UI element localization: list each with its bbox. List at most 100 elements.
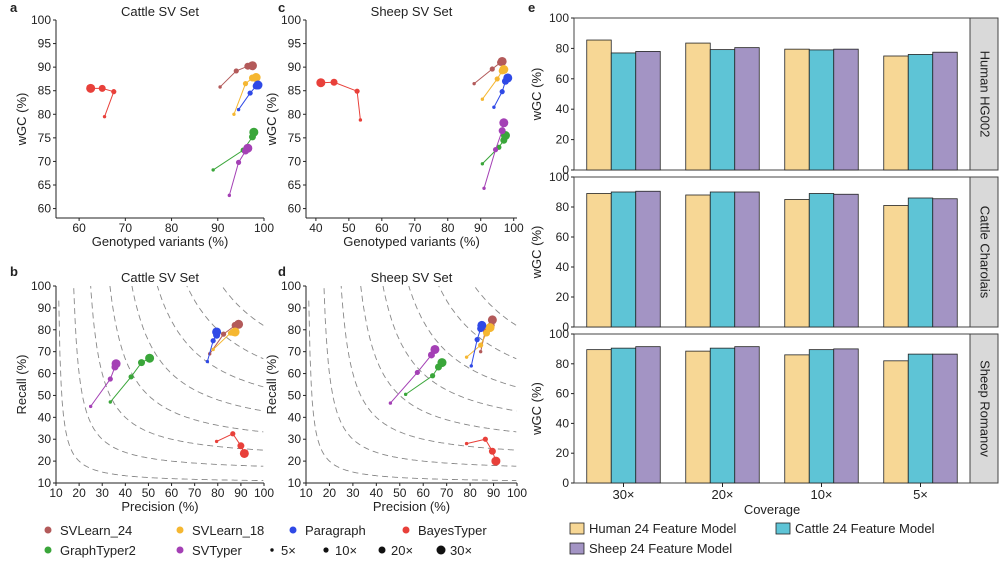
legend-marker [176, 526, 184, 534]
legend-label: SVLearn_18 [192, 523, 264, 538]
y-axis-title: Recall (%) [14, 355, 29, 415]
chart-title: Cattle SV Set [121, 270, 199, 285]
y-tick-label: 60 [556, 72, 570, 86]
y-tick-label: 0 [562, 163, 569, 177]
data-point [211, 168, 215, 172]
legend-size-marker [436, 545, 446, 555]
legend-marker [44, 526, 52, 534]
x-tick-label: 10× [810, 487, 832, 502]
legend-size-label: 20× [391, 543, 413, 558]
data-point [480, 162, 485, 166]
x-tick-label: 100 [507, 486, 527, 500]
y-tick-label: 50 [38, 388, 52, 402]
data-point [211, 347, 215, 352]
legend-swatch [775, 522, 791, 535]
y-tick-label: 40 [556, 416, 570, 430]
bar [734, 47, 760, 171]
x-axis-title: Genotyped variants (%) [343, 234, 480, 249]
data-point [354, 88, 360, 94]
y-tick-label: 65 [38, 178, 52, 192]
bar [932, 198, 958, 328]
data-point [403, 392, 408, 397]
y-tick-label: 85 [288, 84, 302, 98]
f1-iso-curve [58, 300, 264, 482]
y-tick-label: 70 [288, 345, 302, 359]
facet-label: Sheep Romanov [978, 360, 993, 457]
bar [734, 346, 760, 484]
legend-label: Cattle 24 Feature Model [795, 521, 935, 536]
y-tick-label: 90 [38, 60, 52, 74]
data-point [498, 127, 506, 135]
data-point [108, 400, 113, 404]
series-line [466, 438, 497, 462]
data-point [464, 441, 469, 446]
x-axis-title: Precision (%) [121, 499, 198, 514]
y-axis-title: wGC (%) [529, 226, 544, 280]
x-tick-label: 10 [299, 486, 313, 500]
data-point [212, 327, 222, 337]
data-point [430, 373, 436, 379]
facet-strip [969, 333, 999, 484]
legend-label: Paragraph [305, 523, 366, 538]
data-point [220, 331, 227, 337]
y-tick-label: 100 [31, 13, 51, 27]
bar [635, 346, 661, 484]
y-tick-label: 20 [556, 290, 570, 304]
data-point [234, 319, 244, 329]
data-point [230, 431, 236, 437]
x-tick-label: 40 [119, 486, 133, 500]
data-point [469, 364, 473, 368]
x-tick-label: 60 [72, 221, 86, 235]
data-point [414, 369, 420, 376]
data-point [494, 76, 500, 82]
data-point [489, 66, 495, 72]
legend-label: SVLearn_24 [60, 523, 132, 538]
x-tick-label: 80 [463, 486, 477, 500]
bar [685, 194, 711, 328]
facet: Cattle Charolais 0 20 40 60 80 100 wGC (%) [529, 170, 999, 334]
y-tick-label: 100 [281, 13, 301, 27]
data-point [205, 359, 210, 364]
data-point [128, 374, 134, 380]
facet-label: Cattle Charolais [978, 206, 993, 299]
data-point [316, 78, 326, 88]
data-point [478, 349, 483, 354]
data-point [247, 61, 257, 71]
y-tick-label: 100 [549, 327, 569, 341]
legend-swatch [569, 542, 585, 555]
x-tick-label: 10 [49, 486, 63, 500]
y-tick-label: 40 [556, 102, 570, 116]
y-tick-label: 0 [562, 476, 569, 490]
x-tick-label: 70 [119, 221, 133, 235]
legend-label: SVTyper [192, 543, 243, 558]
bar [808, 49, 835, 171]
y-tick-label: 80 [288, 107, 302, 121]
bar [932, 353, 958, 484]
bar [635, 190, 661, 328]
data-point [235, 159, 242, 165]
y-tick-label: 70 [38, 345, 52, 359]
panel-d: 10 20 30 40 50 60 70 80 90 100 10 20 30 40 50 60 70 80 90 1… [264, 270, 527, 514]
y-tick-label: 60 [38, 202, 52, 216]
bar [709, 347, 736, 484]
panel-letter: b [10, 264, 18, 279]
panel-letter: d [278, 264, 286, 279]
data-point [503, 73, 513, 83]
data-point [88, 404, 93, 409]
y-tick-label: 100 [31, 279, 51, 293]
bar [709, 49, 736, 171]
y-tick-label: 20 [556, 133, 570, 147]
bar [907, 54, 934, 171]
data-point [487, 315, 497, 325]
y-tick-label: 70 [38, 154, 52, 168]
bar [610, 52, 637, 171]
x-tick-label: 70 [440, 486, 454, 500]
y-axis-title: Recall (%) [264, 355, 279, 415]
legend-marker [402, 526, 410, 534]
data-point [230, 327, 240, 337]
x-tick-label: 20 [72, 486, 86, 500]
scatter-legend: SVLearn_24 SVLearn_18 Paragraph BayesTyper G… [44, 523, 487, 558]
y-tick-label: 30 [288, 432, 302, 446]
data-point [210, 338, 216, 344]
